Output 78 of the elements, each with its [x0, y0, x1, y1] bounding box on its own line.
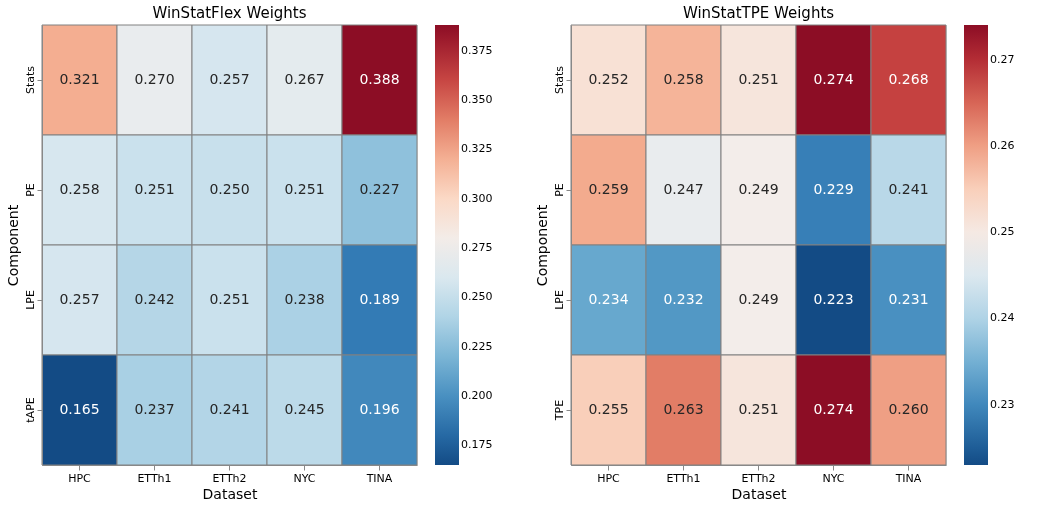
data-label: 0.251	[738, 401, 779, 417]
color-bar-label: 0.325	[461, 142, 493, 156]
x-tick-label: TINA	[894, 471, 922, 485]
color-bar-label: 0.250	[461, 290, 493, 304]
y-axis-title: Component	[4, 204, 21, 287]
data-label: 0.274	[813, 401, 854, 417]
data-label: 0.268	[888, 71, 929, 87]
data-label: 0.231	[888, 291, 929, 307]
data-label: 0.238	[284, 291, 325, 307]
color-bar-label: 0.24	[990, 311, 1015, 325]
data-label: 0.237	[134, 401, 175, 417]
x-tick-label: NYC	[822, 471, 845, 485]
x-tick-label: NYC	[293, 471, 316, 485]
color-bar-label: 0.26	[990, 138, 1015, 152]
x-tick-label: HPC	[597, 471, 621, 485]
y-tick-label: PE	[552, 183, 566, 197]
data-label: 0.255	[588, 401, 629, 417]
y-tick-label: PE	[23, 183, 37, 197]
data-label: 0.245	[284, 401, 325, 417]
data-label: 0.249	[738, 181, 779, 197]
color-bar-label: 0.300	[461, 191, 493, 205]
data-label: 0.247	[663, 181, 704, 197]
data-label: 0.251	[284, 181, 325, 197]
data-label: 0.241	[209, 401, 250, 417]
color-bar-label: 0.23	[990, 397, 1015, 411]
data-label: 0.267	[284, 71, 325, 87]
data-label: 0.249	[738, 291, 779, 307]
data-label: 0.257	[209, 71, 250, 87]
chart-title: WinStatTPE Weights	[682, 3, 835, 22]
chart-title: WinStatFlex Weights	[152, 3, 307, 22]
data-label: 0.232	[663, 291, 704, 307]
color-bar-label: 0.27	[990, 52, 1015, 66]
color-bar-label: 0.375	[461, 43, 493, 57]
data-label: 0.165	[59, 401, 100, 417]
data-label: 0.260	[888, 401, 929, 417]
data-label: 0.258	[59, 181, 100, 197]
color-bar-label: 0.225	[461, 339, 493, 353]
data-label: 0.251	[738, 71, 779, 87]
color-bar-label: 0.175	[461, 438, 493, 452]
data-label: 0.270	[134, 71, 175, 87]
data-label: 0.223	[813, 291, 854, 307]
data-label: 0.229	[813, 181, 854, 197]
color-bar-label: 0.200	[461, 388, 493, 402]
data-label: 0.189	[359, 291, 400, 307]
data-label: 0.257	[59, 291, 100, 307]
color-bar-label: 0.350	[461, 92, 493, 106]
data-label: 0.234	[588, 291, 629, 307]
x-tick-label: ETTh2	[212, 471, 247, 485]
y-tick-label: LPE	[23, 290, 37, 310]
y-tick-label: Stats	[23, 65, 37, 95]
y-tick-label: TPE	[552, 399, 566, 422]
color-bar-label: 0.25	[990, 225, 1015, 239]
y-tick-label: Stats	[552, 65, 566, 95]
data-label: 0.227	[359, 181, 400, 197]
color-bar-label: 0.275	[461, 240, 493, 254]
x-tick-label: TINA	[365, 471, 393, 485]
y-tick-label: tAPE	[23, 397, 37, 423]
data-label: 0.321	[59, 71, 100, 87]
x-axis-title: Dataset	[731, 485, 787, 502]
data-label: 0.241	[888, 181, 929, 197]
data-label: 0.242	[134, 291, 175, 307]
data-label: 0.252	[588, 71, 629, 87]
data-label: 0.258	[663, 71, 704, 87]
data-label: 0.388	[359, 71, 400, 87]
data-label: 0.250	[209, 181, 250, 197]
data-label: 0.251	[134, 181, 175, 197]
data-label: 0.259	[588, 181, 629, 197]
data-label: 0.251	[209, 291, 250, 307]
y-tick-label: LPE	[552, 290, 566, 310]
data-label: 0.263	[663, 401, 704, 417]
x-tick-label: HPC	[68, 471, 92, 485]
y-axis-title: Component	[533, 204, 550, 287]
x-tick-label: ETTh1	[137, 471, 172, 485]
x-tick-label: ETTh1	[666, 471, 701, 485]
x-tick-label: ETTh2	[741, 471, 776, 485]
data-label: 0.274	[813, 71, 854, 87]
x-axis-title: Dataset	[202, 485, 258, 502]
data-label: 0.196	[359, 401, 400, 417]
